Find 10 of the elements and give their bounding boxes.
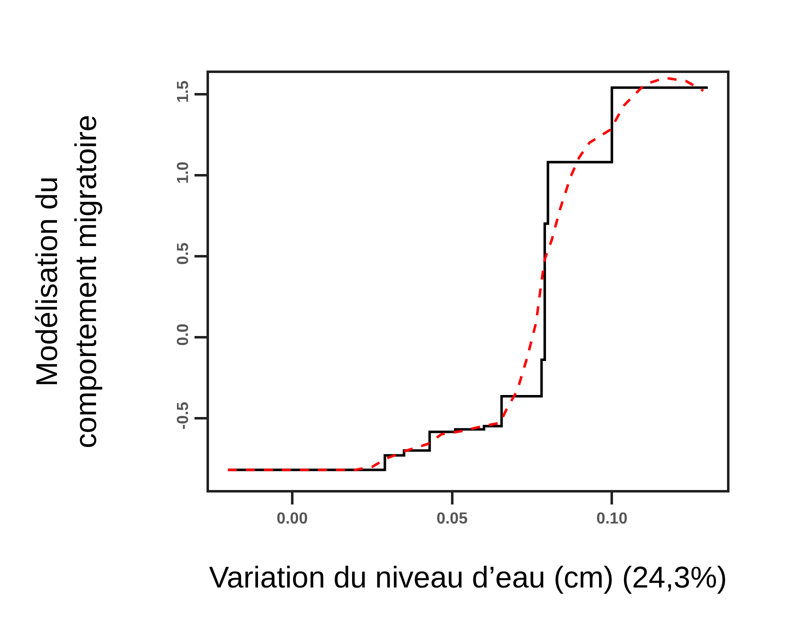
x-axis-title: Variation du niveau d’eau (cm) (24,3%) bbox=[208, 561, 728, 594]
y-tick-label: -0.5 bbox=[175, 402, 192, 430]
x-tick-label: 0.00 bbox=[276, 510, 308, 528]
y-tick-label: 0.5 bbox=[175, 242, 192, 265]
y-tick-label: 1.0 bbox=[175, 161, 192, 184]
x-tick-label: 0.05 bbox=[436, 510, 468, 528]
y-tick-label: 1.5 bbox=[175, 80, 192, 103]
y-tick-label: 0.0 bbox=[175, 323, 192, 346]
y-axis-title: Modélisation du comportement migratoire bbox=[30, 114, 103, 448]
x-tick-label: 0.10 bbox=[596, 510, 628, 528]
